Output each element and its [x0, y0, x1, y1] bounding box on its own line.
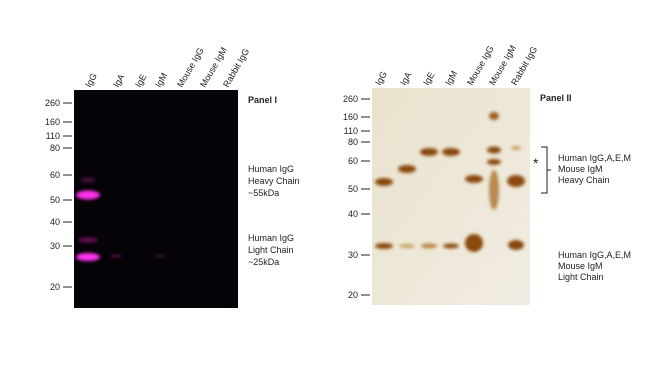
annotation: ~55kDa	[248, 188, 279, 198]
marker-label: 50	[348, 184, 358, 194]
lane-label: IgG	[83, 71, 99, 89]
panel-title: Panel I	[248, 95, 277, 105]
marker-label: 110	[46, 131, 60, 141]
lane-label: IgM	[443, 69, 459, 87]
marker-label: 80	[50, 143, 60, 153]
marker-label: 30	[348, 250, 358, 260]
gel-2	[372, 88, 530, 305]
marker-label: 40	[50, 217, 60, 227]
marker-label: 40	[348, 209, 358, 219]
annotation: Human IgG	[248, 164, 294, 174]
lane-label: IgG	[373, 69, 389, 87]
lane-label: IgA	[111, 72, 126, 89]
marker-label: 50	[50, 195, 60, 205]
annotation: Human IgG	[248, 233, 294, 243]
annotation: Heavy Chain	[248, 176, 300, 186]
lane-label: IgE	[133, 72, 148, 89]
annotation: Heavy Chain	[558, 175, 610, 185]
lane-label: IgA	[398, 70, 413, 87]
annotation: Mouse IgM	[558, 261, 603, 271]
bands-1	[76, 177, 166, 261]
marker-label: 160	[45, 117, 60, 127]
marker-label: 110	[344, 126, 358, 136]
star: *	[533, 155, 539, 171]
marker-label: 60	[348, 156, 358, 166]
gel-1	[74, 90, 238, 308]
annotation: Human IgG,A,E,M	[558, 250, 631, 260]
annotation: ~25kDa	[248, 257, 279, 267]
annotation: Light Chain	[248, 245, 294, 255]
bracket	[541, 146, 551, 194]
panel-title: Panel II	[540, 93, 572, 103]
annotation: Human IgG,A,E,M	[558, 153, 631, 163]
marker-label: 20	[348, 290, 358, 300]
marker-label: 260	[343, 94, 358, 104]
bands-2	[375, 112, 525, 252]
annotation: Light Chain	[558, 272, 604, 282]
marker-label: 30	[50, 241, 60, 251]
marker-label: 80	[348, 137, 358, 147]
annotation: Mouse IgM	[558, 164, 603, 174]
lane-label: IgM	[153, 71, 169, 89]
marker-label: 20	[50, 282, 60, 292]
lane-label: IgE	[421, 70, 436, 87]
marker-label: 60	[50, 170, 60, 180]
marker-label: 160	[343, 112, 358, 122]
marker-label: 260	[45, 98, 60, 108]
